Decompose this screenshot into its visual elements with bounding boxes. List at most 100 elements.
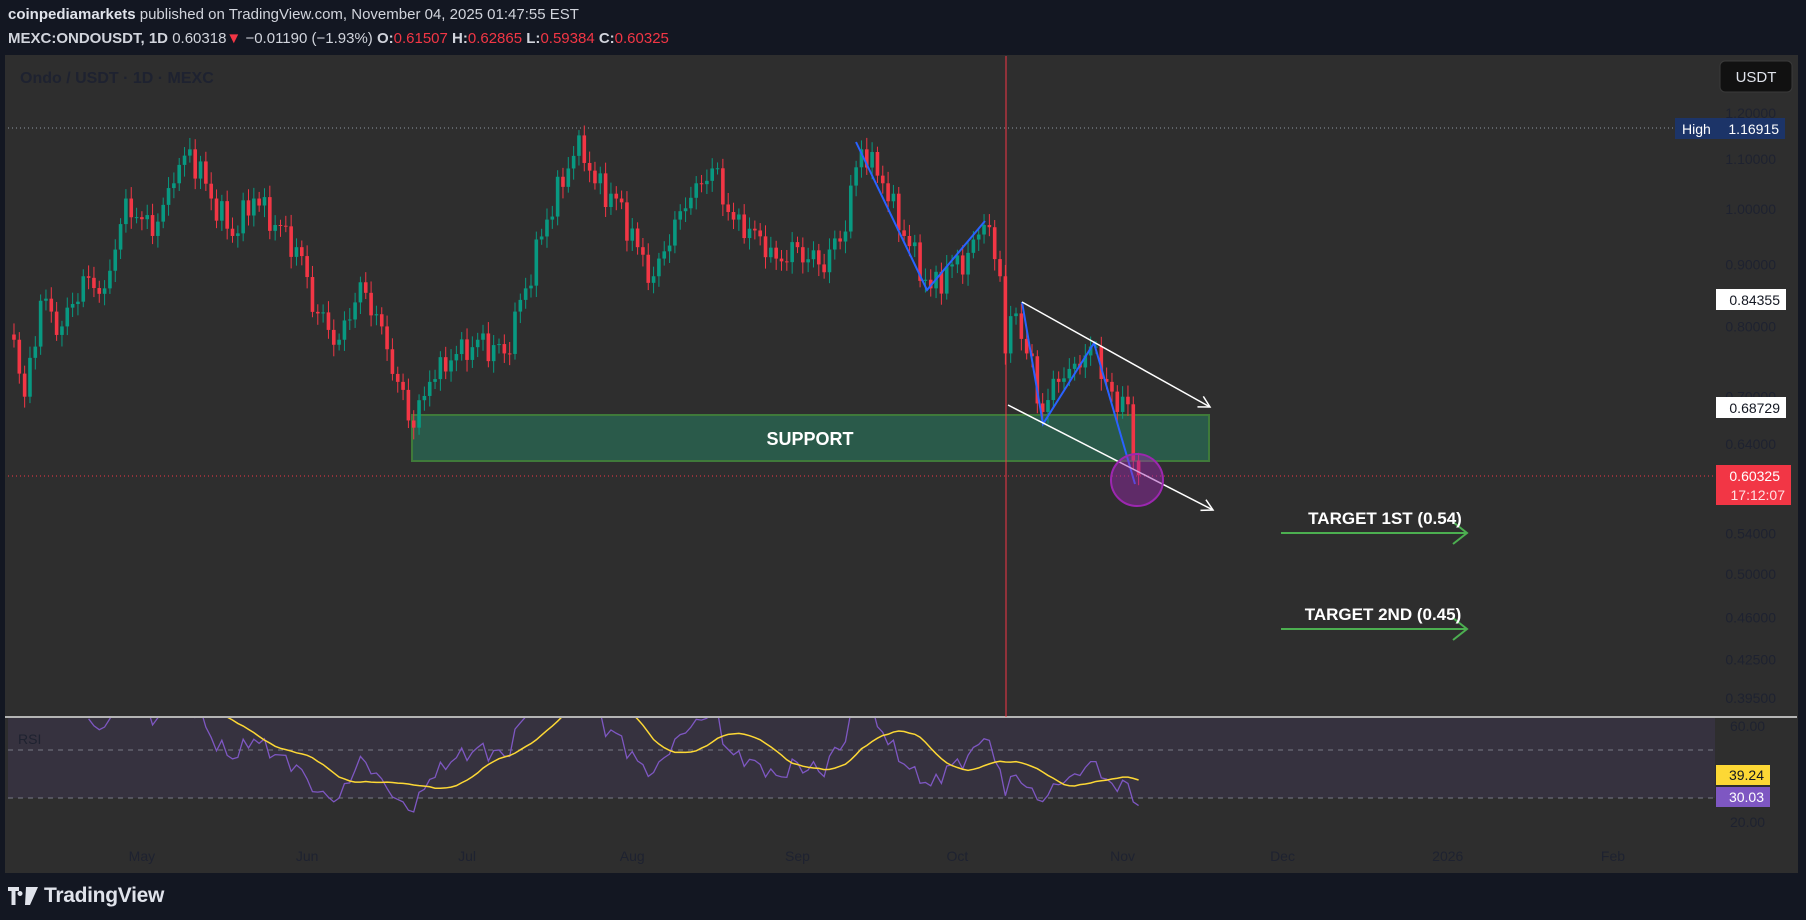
candle — [507, 341, 512, 366]
candle — [763, 225, 768, 269]
candle-body — [1072, 363, 1077, 369]
candle — [966, 241, 970, 286]
candle — [481, 324, 485, 351]
candle-body — [817, 250, 821, 265]
candle — [635, 222, 640, 255]
candle — [502, 334, 507, 363]
rsi-tick-label: 20.00 — [1730, 814, 1765, 830]
candle-body — [300, 247, 304, 257]
candle-body — [422, 395, 427, 401]
candle — [657, 252, 661, 287]
channel-lower-arrow[interactable] — [1007, 404, 1215, 512]
candle-body — [363, 282, 368, 293]
candle-body — [566, 168, 571, 187]
zigzag-drawing-1[interactable] — [855, 141, 986, 292]
candle — [641, 237, 645, 267]
low-value: 0.59384 — [540, 30, 595, 47]
candle-body — [998, 259, 1002, 277]
price-label-upper-text: 0.84355 — [1729, 292, 1780, 308]
candle — [694, 176, 699, 210]
chart-legend: Ondo / USDT · 1D · MEXC — [20, 70, 214, 87]
channel-upper-arrow[interactable] — [1021, 301, 1212, 408]
price-tick-label: 0.50000 — [1725, 566, 1776, 582]
candle — [241, 192, 245, 242]
candle-body — [769, 247, 773, 258]
candle — [822, 253, 826, 279]
candle-body — [385, 326, 389, 350]
candle — [801, 237, 805, 274]
candle — [1056, 371, 1061, 393]
zigzag-drawing-2[interactable] — [1021, 301, 1136, 485]
candle-body — [864, 149, 869, 168]
author-name[interactable]: coinpediamarkets — [8, 6, 136, 23]
candle — [118, 218, 123, 260]
candle-body — [753, 228, 757, 231]
candle-body — [939, 271, 944, 294]
candle — [252, 187, 256, 227]
price-tick-label: 1.10000 — [1725, 151, 1776, 167]
candle-body — [150, 215, 155, 236]
candle — [779, 249, 784, 271]
candle-body — [561, 176, 565, 187]
candle — [150, 203, 155, 245]
candle-body — [891, 193, 896, 202]
candle — [939, 262, 944, 305]
tradingview-logo[interactable]: TradingView — [8, 884, 164, 908]
rsi-lines — [88, 718, 1139, 813]
candle — [1083, 344, 1088, 379]
candle-body — [880, 175, 885, 184]
candle-body — [1003, 276, 1008, 354]
candle-body — [859, 149, 864, 168]
currency-button[interactable] — [1719, 60, 1793, 93]
candle — [891, 184, 896, 209]
candle — [1120, 386, 1125, 419]
candle-body — [481, 333, 485, 340]
candle — [374, 305, 379, 326]
candle-body — [1008, 316, 1013, 354]
candle — [790, 232, 794, 274]
support-zone[interactable] — [411, 414, 1210, 462]
candle-body — [54, 311, 59, 335]
candle — [651, 266, 656, 294]
candle — [220, 194, 224, 231]
candle — [12, 323, 16, 348]
candle — [470, 336, 475, 368]
price-tick-label: 1.00000 — [1725, 201, 1776, 217]
price-tick-label: 0.64000 — [1725, 436, 1776, 452]
candle-body — [960, 255, 965, 275]
candle-body — [795, 242, 800, 248]
candle — [257, 191, 261, 212]
highlight-circle[interactable] — [1110, 453, 1164, 507]
high-label: H: — [452, 30, 468, 47]
candle-body — [97, 288, 102, 294]
candle-body — [555, 176, 560, 217]
candle — [550, 205, 555, 229]
candle-body — [209, 183, 213, 199]
candle-body — [1056, 378, 1061, 382]
candle — [353, 292, 357, 328]
candle-body — [875, 152, 880, 176]
candle — [1131, 396, 1136, 469]
candle-body — [523, 288, 528, 300]
candle — [753, 220, 757, 240]
candle — [54, 301, 59, 341]
open-value: 0.61507 — [393, 30, 448, 47]
candle-body — [491, 345, 496, 362]
candle-body — [118, 224, 123, 250]
price-axis[interactable]: 1.200001.100001.000000.900000.800000.700… — [1725, 105, 1776, 830]
candle-body — [1019, 313, 1024, 339]
high-tag — [1675, 118, 1785, 139]
candle — [60, 320, 64, 347]
target-1-label: TARGET 1ST (0.54) — [1308, 509, 1462, 528]
price-tick-label: 0.90000 — [1725, 256, 1776, 272]
candle — [358, 276, 363, 315]
candle-body — [641, 247, 645, 255]
candle-body — [310, 277, 315, 312]
candle-body — [593, 170, 597, 184]
candle-body — [982, 225, 986, 235]
time-axis[interactable]: May Jun Jul Aug Sep Oct Nov Dec 2026 Feb — [129, 848, 1626, 864]
candle-body — [230, 228, 235, 236]
candle-body — [204, 161, 208, 184]
high-value: 0.62865 — [467, 30, 523, 47]
